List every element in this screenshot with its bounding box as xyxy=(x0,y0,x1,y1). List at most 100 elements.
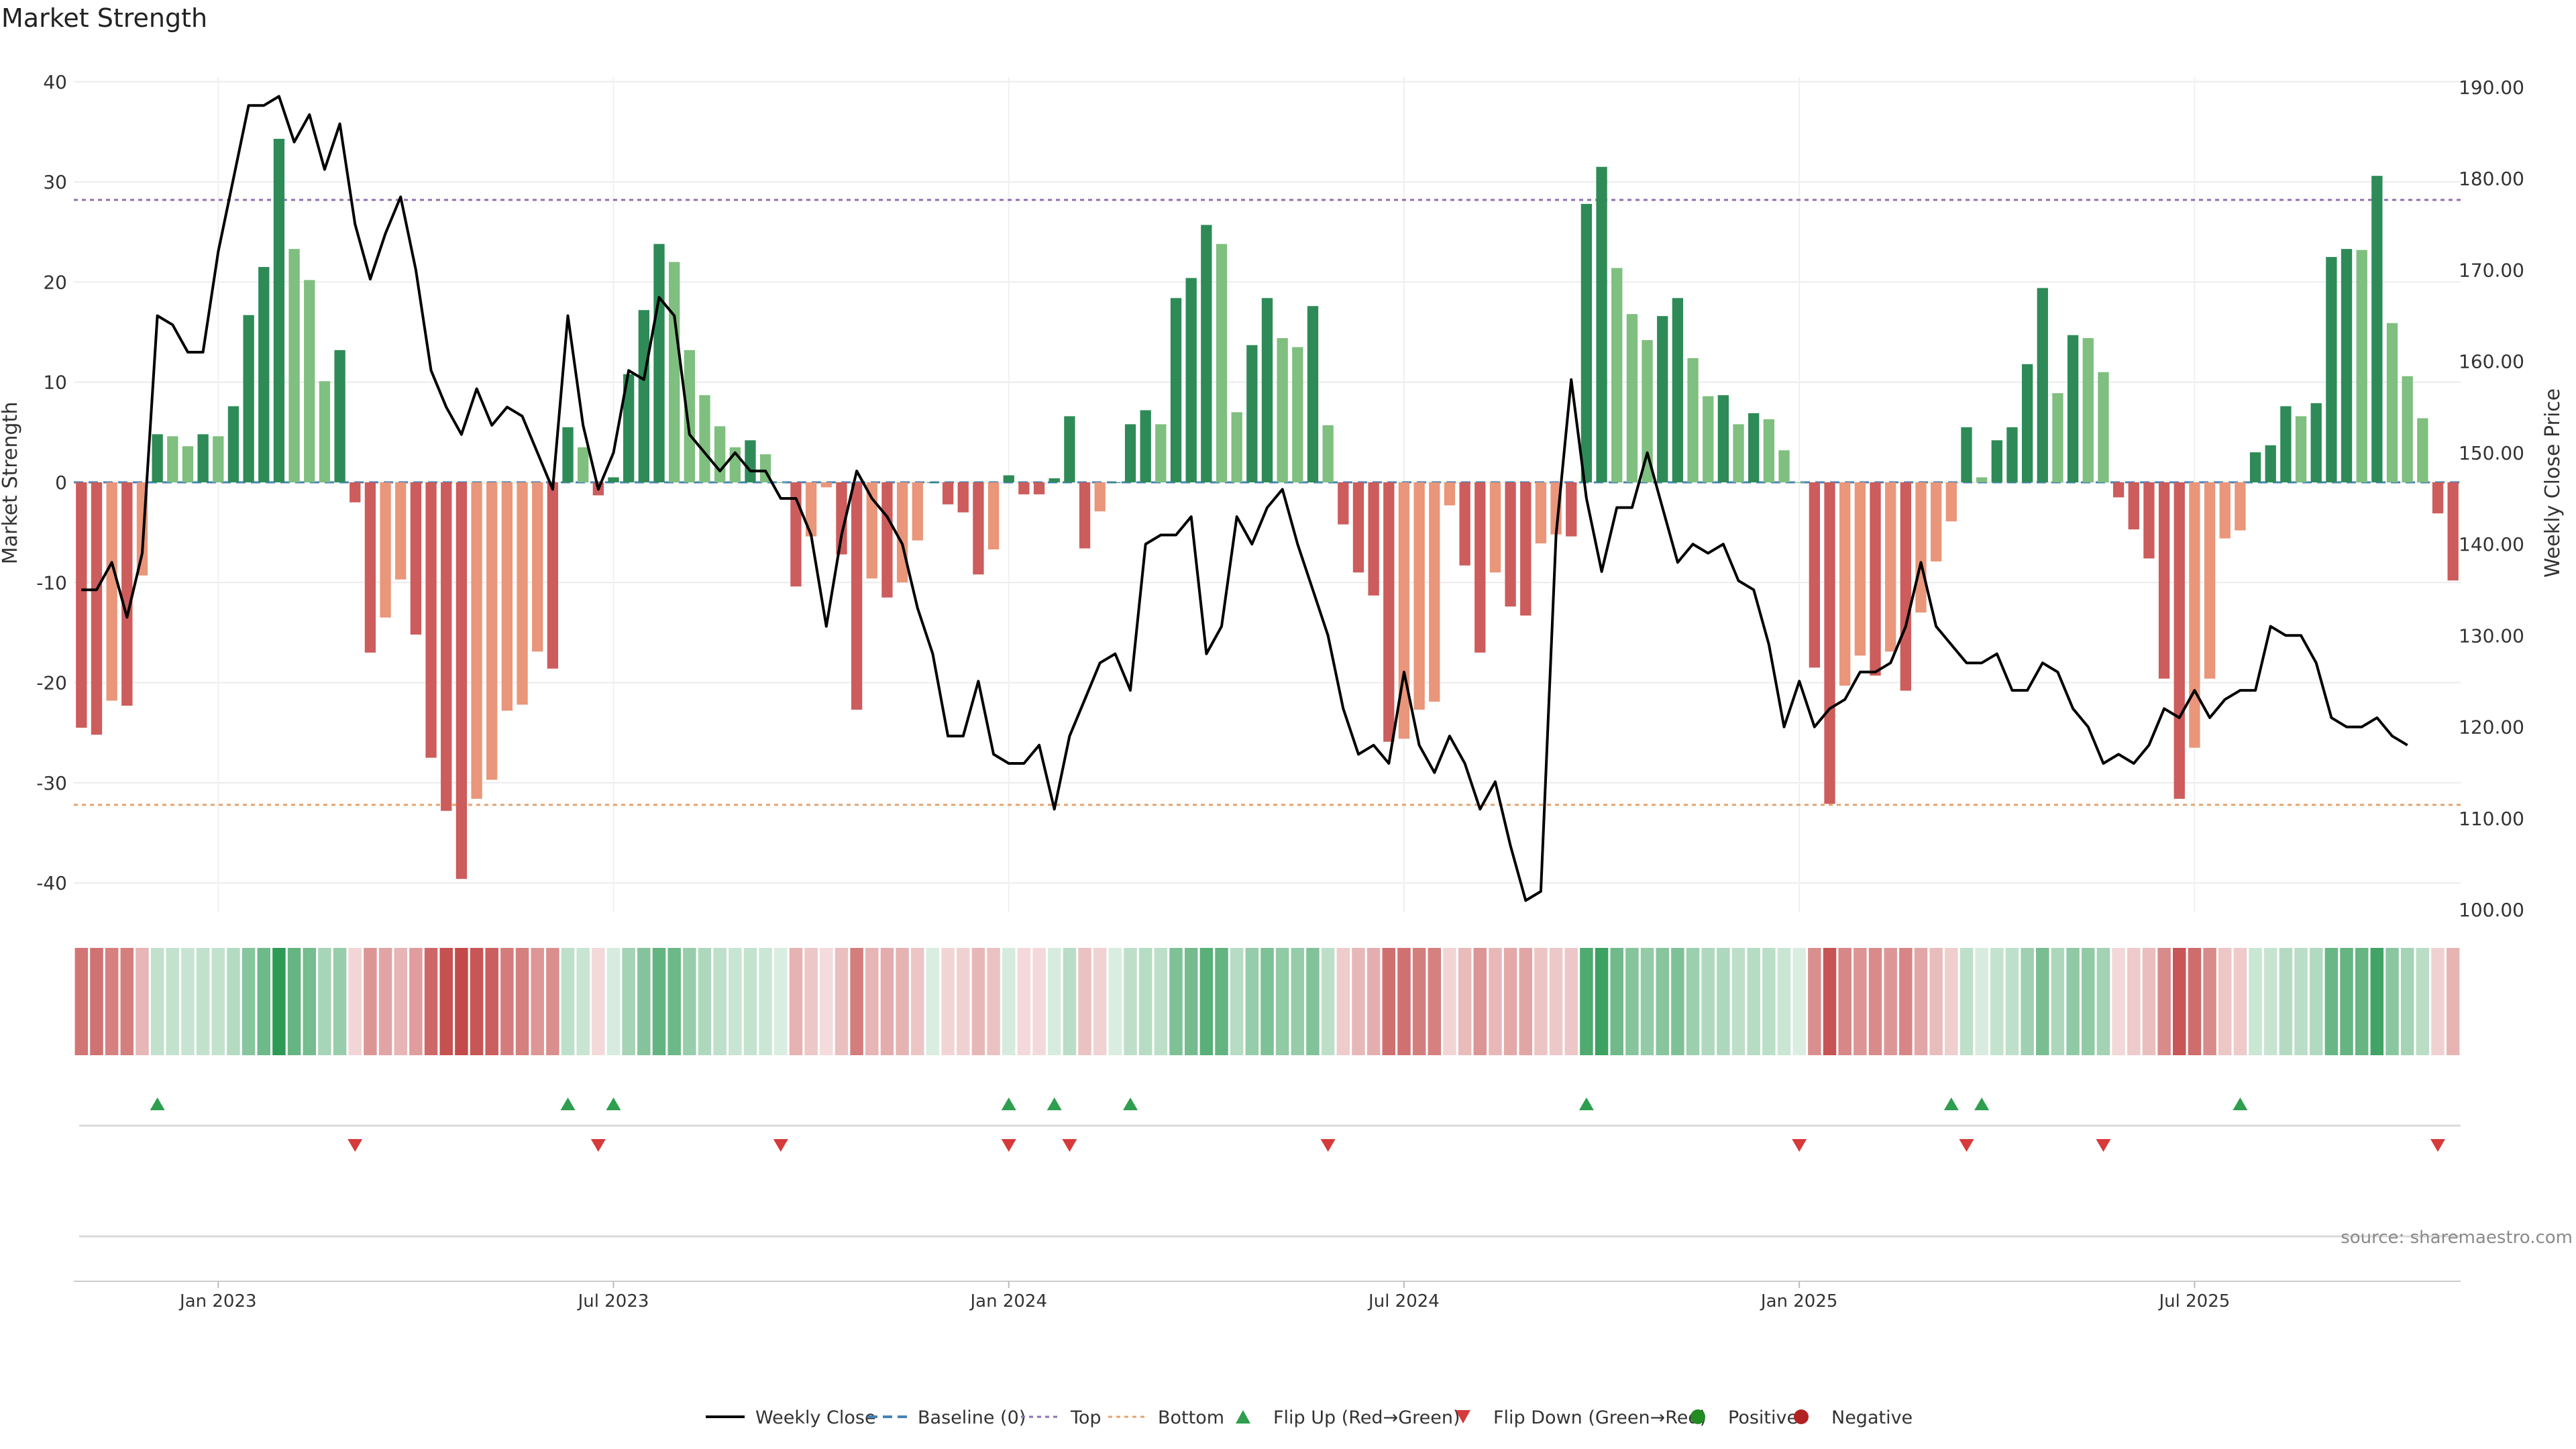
strength-cell xyxy=(2400,948,2414,1055)
strength-cell xyxy=(2066,948,2080,1055)
y-tick-label: 0 xyxy=(55,472,67,494)
y-tick-label: -20 xyxy=(36,672,67,694)
strength-bar xyxy=(1915,482,1927,613)
strength-bar xyxy=(1642,339,1653,482)
strength-bar xyxy=(1155,424,1167,482)
strength-bar xyxy=(1444,482,1456,506)
strength-cell xyxy=(2218,948,2232,1055)
strength-cell xyxy=(2309,948,2323,1055)
strength-bar xyxy=(319,381,331,482)
strength-cell xyxy=(257,948,271,1055)
flip-down-marker xyxy=(2096,1139,2111,1152)
strength-bar xyxy=(942,482,954,504)
strength-cell xyxy=(1777,948,1791,1055)
legend: Weekly Close Baseline (0) Top Bottom Flip Up… xyxy=(706,1407,1913,1428)
strength-bar xyxy=(1474,482,1486,653)
strength-bar xyxy=(1580,203,1593,482)
strength-cell xyxy=(911,948,924,1055)
strength-cell xyxy=(2355,948,2369,1055)
strength-bar xyxy=(2326,257,2337,482)
strength-bar xyxy=(623,374,635,482)
strength-bar xyxy=(2341,249,2353,482)
strength-cell xyxy=(1184,948,1198,1055)
strength-bar xyxy=(1094,482,1106,512)
legend-swatch-negative xyxy=(1794,1409,1809,1424)
strength-cell xyxy=(439,948,453,1055)
strength-cell xyxy=(409,948,423,1055)
strength-cell xyxy=(211,948,225,1055)
flip-down-marker xyxy=(1062,1139,1077,1152)
strength-bar xyxy=(1018,482,1030,494)
strength-cell xyxy=(2036,948,2049,1055)
strength-bar xyxy=(1763,419,1775,482)
strength-bar xyxy=(1870,482,1881,676)
strength-cell xyxy=(2249,948,2262,1055)
y-tick-label: 40 xyxy=(43,71,67,93)
y2-tick-label: 180.00 xyxy=(2459,168,2524,190)
strength-cell xyxy=(1656,948,1669,1055)
strength-cell xyxy=(1352,948,1365,1055)
strength-cell xyxy=(1854,948,1867,1055)
flip-up-marker xyxy=(560,1097,576,1110)
strength-cell xyxy=(759,948,772,1055)
strength-bar xyxy=(547,482,559,669)
strength-cell xyxy=(1899,948,1913,1055)
strength-bar xyxy=(152,434,163,482)
strength-bar xyxy=(1657,316,1668,482)
strength-cell xyxy=(1093,948,1107,1055)
strength-cell xyxy=(2157,948,2171,1055)
strength-bar xyxy=(745,440,756,482)
strength-bar xyxy=(1976,477,1988,482)
strength-bar xyxy=(805,482,817,537)
flip-up-marker xyxy=(150,1097,165,1110)
strength-bar xyxy=(1809,482,1821,668)
strength-bar xyxy=(2310,403,2322,482)
x-tick-label: Jul 2023 xyxy=(577,1291,649,1311)
strength-bar xyxy=(927,482,938,483)
strength-cell xyxy=(774,948,788,1055)
y2-tick-label: 150.00 xyxy=(2459,442,2524,464)
strength-cell xyxy=(1032,948,1046,1055)
strength-bar xyxy=(1900,482,1911,691)
strength-bar xyxy=(532,482,543,652)
strength-cell xyxy=(743,948,757,1055)
x-tick-label: Jan 2023 xyxy=(178,1291,257,1311)
strength-bar xyxy=(851,482,863,710)
legend-item: Top xyxy=(1021,1407,1102,1428)
flip-up-marker xyxy=(1123,1097,1138,1110)
strength-cell xyxy=(1275,948,1289,1055)
strength-cell xyxy=(90,948,103,1055)
y-tick-label: 30 xyxy=(43,171,67,193)
strength-cell xyxy=(1412,948,1426,1055)
strength-bar xyxy=(1854,482,1866,656)
strength-bar xyxy=(380,482,391,618)
left-y-axis: -40 -30 -20 -10 0 10 20 30 40 xyxy=(36,71,67,894)
strength-cell xyxy=(1215,948,1228,1055)
strength-cell xyxy=(1002,948,1016,1055)
strength-bar xyxy=(2356,250,2367,482)
strength-cell xyxy=(2416,948,2430,1055)
strength-cell xyxy=(424,948,438,1055)
strength-cell xyxy=(2127,948,2141,1055)
left-axis-label: Market Strength xyxy=(0,402,22,564)
strength-cell xyxy=(181,948,195,1055)
strength-cell xyxy=(1489,948,1502,1055)
strength-cell xyxy=(1960,948,1974,1055)
strength-cell xyxy=(1808,948,1821,1055)
x-tick-label: Jan 2025 xyxy=(1760,1291,1838,1311)
strength-bar xyxy=(197,434,209,482)
strength-cell xyxy=(2082,948,2095,1055)
strength-bar xyxy=(1429,482,1440,702)
strength-bar xyxy=(2021,364,2033,482)
strength-bar xyxy=(2295,416,2307,482)
strength-cell xyxy=(1929,948,1943,1055)
strength-bar xyxy=(182,446,194,482)
strength-cell xyxy=(74,948,89,1055)
strength-bar xyxy=(91,482,103,735)
strength-cell xyxy=(1595,948,1609,1055)
strength-cell xyxy=(500,948,514,1055)
flip-down-marker xyxy=(1001,1139,1016,1152)
flip-down-marker xyxy=(347,1139,363,1152)
strength-cell xyxy=(1914,948,1928,1055)
